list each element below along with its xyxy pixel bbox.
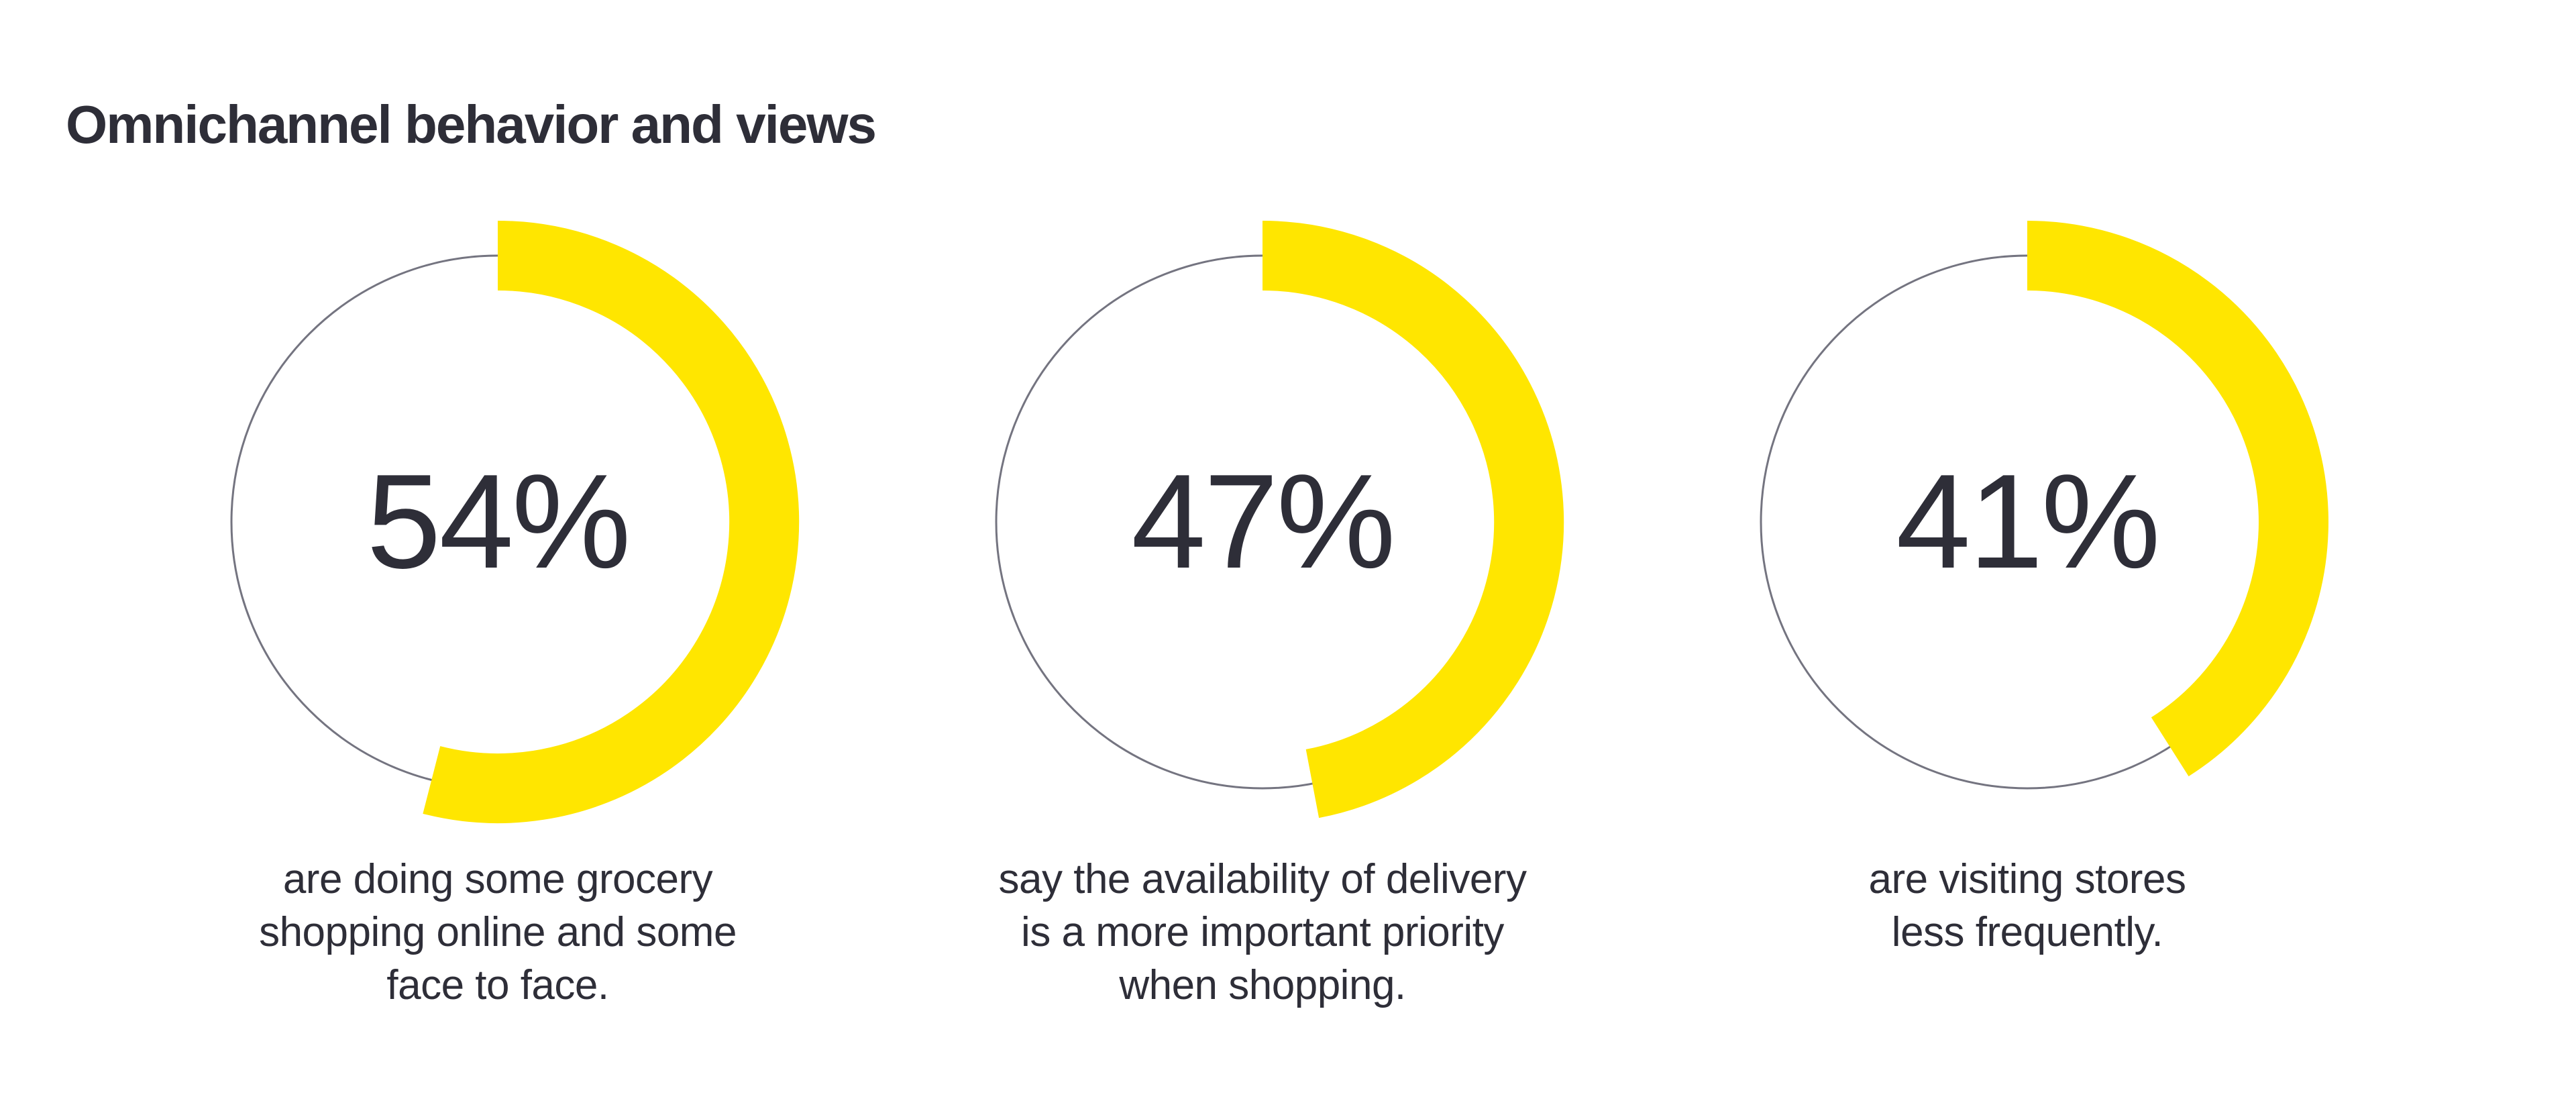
donut-arc <box>423 221 800 823</box>
donut-chart-3: 41% <box>1722 217 2332 827</box>
donut-svg-1 <box>230 221 800 823</box>
donut-svg-3 <box>1760 221 2328 790</box>
stat-caption-1: are doing some grocery shopping online a… <box>259 856 737 1008</box>
donut-svg-2 <box>995 221 1564 819</box>
donut-chart-1: 54% <box>193 217 803 827</box>
stat-caption-2: say the availability of delivery is a mo… <box>998 856 1527 1008</box>
page-title: Omnichannel behavior and views <box>66 94 877 154</box>
stat-card-delivery-priority: 47% say the availability of delivery is … <box>880 217 1645 1012</box>
donut-arc <box>2027 221 2328 777</box>
stat-card-online-shopping: 54% are doing some grocery shopping onli… <box>115 217 880 1012</box>
stat-caption-3: are visiting stores less frequently. <box>1868 856 2186 955</box>
stat-cards-row: 54% are doing some grocery shopping onli… <box>115 217 2410 1012</box>
stat-card-store-visits: 41% are visiting stores less frequently. <box>1645 217 2410 1012</box>
donut-chart-2: 47% <box>957 217 1568 827</box>
donut-arc <box>1262 221 1564 819</box>
